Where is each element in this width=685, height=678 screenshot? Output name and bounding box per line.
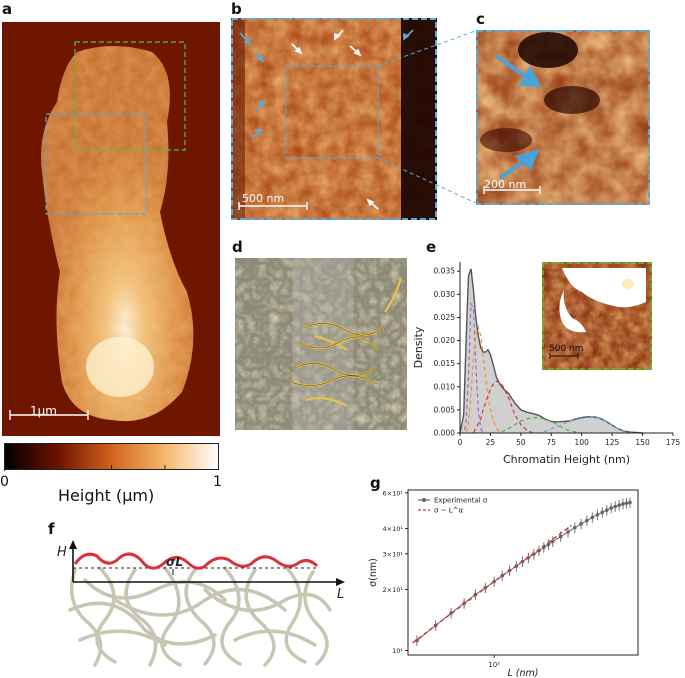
y-tick-label: 0.020 bbox=[434, 336, 456, 345]
y-tick-label: 6×10¹ bbox=[383, 489, 404, 497]
fit-line bbox=[412, 524, 572, 644]
panel-a-scale-label: 1μm bbox=[30, 404, 57, 418]
panel-b-label: b bbox=[231, 0, 242, 18]
x-tick-label: 150 bbox=[635, 438, 650, 447]
panel-c-afm-image bbox=[476, 30, 650, 205]
panel-d-label: d bbox=[232, 238, 243, 256]
y-tick-label: 10¹ bbox=[392, 647, 403, 655]
y-axis-label: σ(nm) bbox=[368, 558, 379, 587]
panel-f-y-label: H bbox=[57, 545, 67, 560]
sigma-scaling-chart: 10¹ 2×10¹ 3×10¹ 4×10¹ 6×10¹ 10² Experimental σ… bbox=[368, 489, 639, 677]
panel-b-scale-label: 500 nm bbox=[242, 192, 285, 205]
panel-f-x-label: L bbox=[337, 587, 345, 602]
y-tick-label: 0.000 bbox=[434, 429, 456, 438]
panel-a-afm-image bbox=[2, 22, 220, 436]
colorbar-min-label: 0 bbox=[0, 474, 9, 490]
colorbar-max-label: 1 bbox=[213, 474, 222, 490]
gaussian-component-1 bbox=[460, 301, 643, 434]
y-tick-label: 0.025 bbox=[434, 313, 456, 322]
y-tick-label: 4×10¹ bbox=[383, 525, 404, 533]
x-tick-label: 75 bbox=[547, 438, 557, 447]
x-tick-label: 10² bbox=[488, 661, 500, 669]
x-axis-label: Chromatin Height (nm) bbox=[503, 453, 630, 466]
panel-f-sigma-label: σL bbox=[166, 555, 183, 569]
x-axis-label: L (nm) bbox=[507, 668, 538, 677]
zoom-connector-lines bbox=[377, 29, 479, 205]
panel-e-label: e bbox=[426, 238, 437, 256]
colorbar-title: Height (μm) bbox=[58, 486, 155, 505]
x-tick-label: 50 bbox=[516, 438, 526, 447]
x-tick-label: 0 bbox=[458, 438, 463, 447]
y-tick-label: 0.030 bbox=[434, 290, 456, 299]
x-tick-label: 100 bbox=[575, 438, 590, 447]
y-tick-label: 3×10¹ bbox=[383, 550, 404, 558]
panel-e-inset-afm bbox=[542, 262, 652, 370]
x-tick-label: 125 bbox=[605, 438, 620, 447]
y-tick-label: 2×10¹ bbox=[383, 586, 404, 594]
panel-a-label: a bbox=[2, 0, 13, 18]
panel-e-inset-scale-label: 500 nm bbox=[549, 344, 584, 354]
y-tick-label: 0.010 bbox=[434, 382, 456, 391]
experimental-line bbox=[416, 502, 631, 641]
panel-c-label: c bbox=[476, 10, 485, 28]
panel-d-contour-image bbox=[235, 258, 407, 430]
panel-f-label: f bbox=[48, 520, 55, 538]
y-tick-label: 0.005 bbox=[434, 405, 456, 414]
legend-fit-label: σ ~ L^α bbox=[434, 507, 464, 515]
height-colorbar bbox=[4, 443, 219, 471]
y-tick-label: 0.015 bbox=[434, 359, 456, 368]
y-axis-label: Density bbox=[412, 326, 425, 368]
y-tick-label: 0.035 bbox=[434, 267, 456, 276]
panel-f-schematic bbox=[68, 540, 345, 667]
panel-c-scale-label: 200 nm bbox=[484, 178, 527, 191]
legend-exp-dot bbox=[422, 498, 426, 502]
x-tick-label: 175 bbox=[666, 438, 681, 447]
x-tick-label: 25 bbox=[486, 438, 496, 447]
density-curve bbox=[459, 268, 643, 434]
panel-g-label: g bbox=[370, 474, 381, 492]
plot-frame bbox=[407, 489, 639, 656]
legend-exp-label: Experimental σ bbox=[434, 497, 488, 505]
density-chart: 0 25 50 75 100 125 150 175 0.000 0.005 0.010 0.015 0… bbox=[412, 262, 681, 466]
